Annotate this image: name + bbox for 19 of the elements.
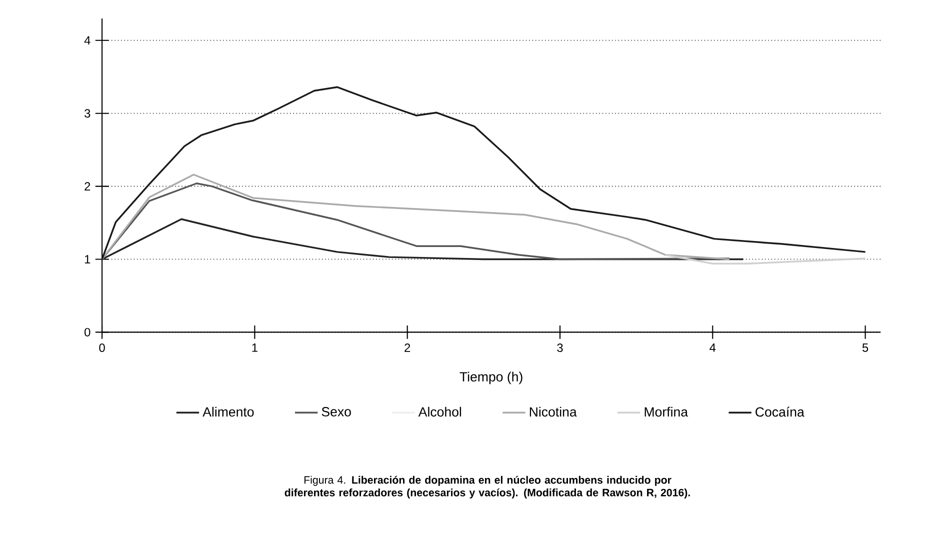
y-tick-label: 3 [84, 109, 90, 118]
x-tick-label: 4 [710, 344, 716, 352]
legend-label: Alcohol [418, 406, 462, 417]
legend-label: Alimento [202, 406, 254, 417]
legend-label: Morfina [644, 406, 688, 417]
x-tick-label: 5 [862, 344, 868, 352]
y-tick-label: 4 [84, 36, 90, 44]
x-tick-label: 0 [99, 344, 105, 352]
x-tick-label: 2 [404, 344, 410, 352]
x-tick-label: 3 [557, 344, 563, 352]
y-tick-label: 2 [84, 182, 90, 190]
legend-label: Cocaína [756, 406, 804, 417]
x-tick-label: 1 [252, 344, 258, 352]
text: Figura 4. Liberación de dopamina en el núcleo accumbens inducido por diferentes reforzadores (necesarios y vacíos). (Modificada de Rawson R, 2016). [284, 476, 690, 498]
x-axis-title: Tiempo (h) [460, 372, 522, 384]
y-tick-label: 1 [84, 255, 90, 264]
y-tick-label: 0 [84, 328, 90, 336]
legend-label: Sexo [322, 407, 351, 416]
legend-label: Nicotina [530, 406, 577, 417]
